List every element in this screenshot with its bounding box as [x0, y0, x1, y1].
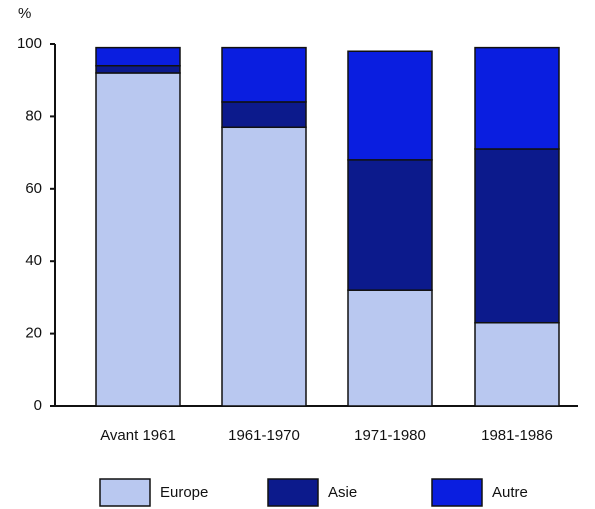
bar-segment [347, 159, 433, 291]
y-tick-label: 0 [34, 397, 42, 414]
x-tick-label: 1981-1986 [481, 427, 553, 444]
legend-swatch [267, 478, 319, 507]
x-tick-label: 1971-1980 [354, 427, 426, 444]
bar-segment [347, 289, 433, 407]
x-tick-label: Avant 1961 [100, 427, 176, 444]
legend-label: Europe [160, 484, 208, 501]
y-tick-label: 60 [25, 180, 42, 197]
legend-swatch [99, 478, 151, 507]
y-tick-label: 20 [25, 325, 42, 342]
bar-segment [95, 72, 181, 407]
x-tick-label: 1961-1970 [228, 427, 300, 444]
bar-segment [221, 126, 307, 407]
y-tick-label: 40 [25, 252, 42, 269]
legend-label: Asie [328, 484, 357, 501]
bar-segment [474, 46, 560, 150]
bar-segment [474, 321, 560, 407]
bar-segment [347, 50, 433, 161]
legend-swatch [431, 478, 483, 507]
bar-segment [474, 148, 560, 324]
y-axis-label: % [18, 5, 31, 22]
y-tick-label: 100 [17, 35, 42, 52]
bar-segment [95, 64, 181, 74]
y-tick-label: 80 [25, 107, 42, 124]
bar-segment [221, 46, 307, 103]
bar-segment [95, 46, 181, 67]
legend-label: Autre [492, 484, 528, 501]
bar-segment [221, 101, 307, 129]
